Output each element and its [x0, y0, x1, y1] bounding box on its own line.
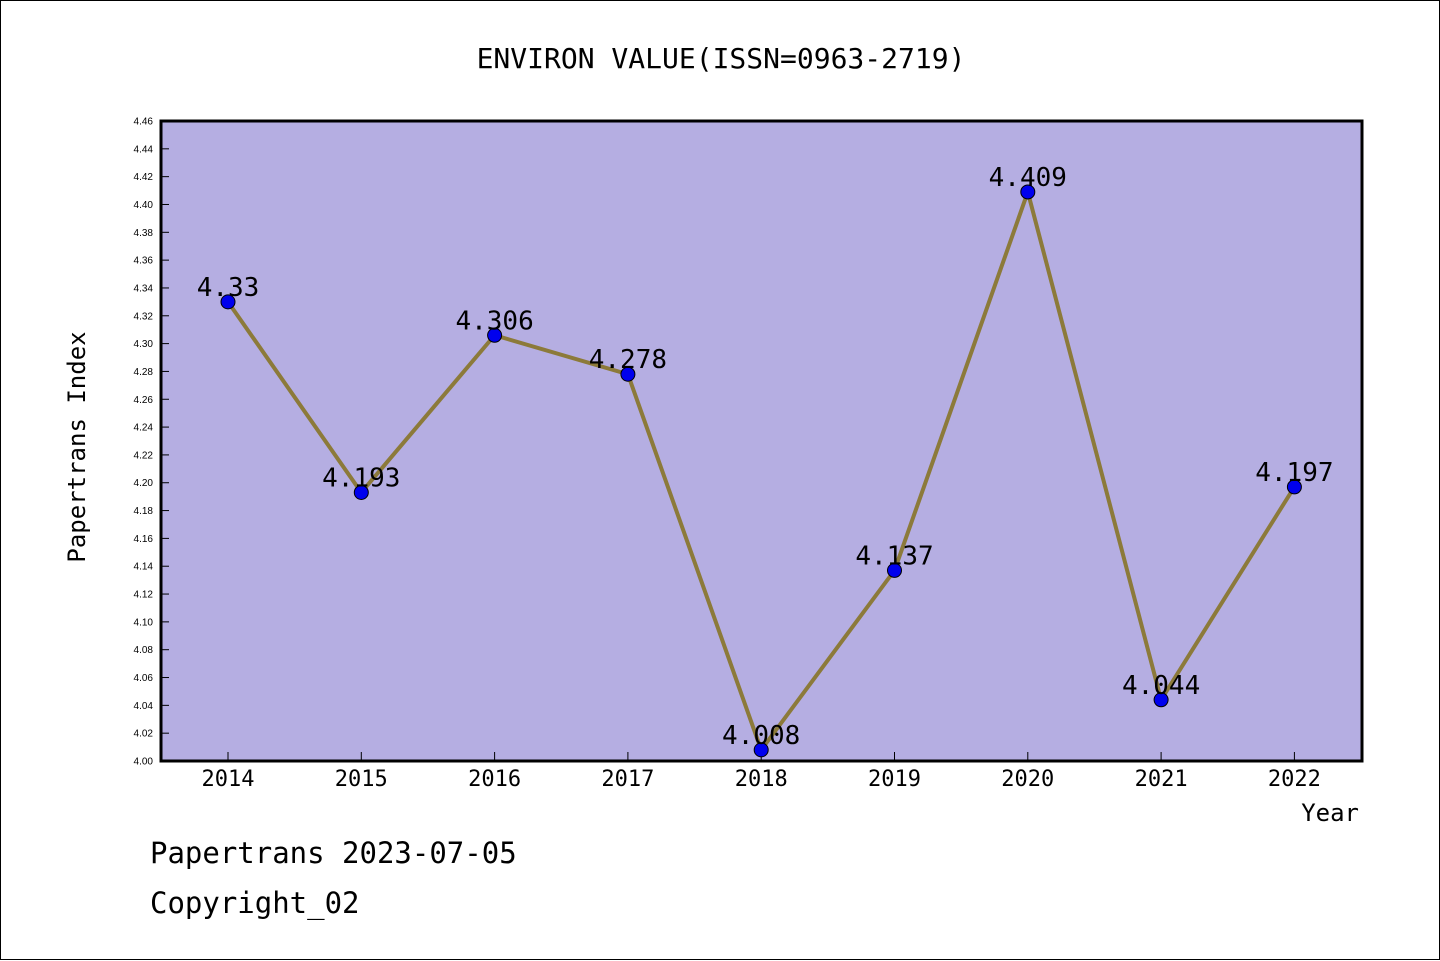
- plot-area: [159, 119, 1364, 763]
- y-tick-label: 4.32: [134, 311, 154, 322]
- y-tick-label: 4.20: [134, 478, 154, 489]
- x-tick-label: 2016: [468, 767, 521, 792]
- y-tick-label: 4.18: [134, 506, 154, 517]
- y-tick-label: 4.42: [134, 172, 154, 183]
- y-tick-label: 4.16: [134, 534, 154, 545]
- y-tick-label: 4.22: [134, 450, 154, 461]
- data-label: 4.278: [589, 345, 667, 375]
- data-label: 4.193: [322, 463, 400, 493]
- data-label: 4.409: [989, 163, 1067, 193]
- y-tick-label: 4.38: [134, 228, 154, 239]
- data-point: [1286, 479, 1302, 495]
- data-point: [487, 327, 503, 343]
- y-tick-label: 4.28: [134, 367, 154, 378]
- data-label: 4.008: [722, 721, 800, 751]
- y-tick-label: 4.26: [134, 395, 154, 406]
- data-point: [887, 562, 902, 578]
- x-axis: 2014 2015 2016 2017 2018 2019 2020 2021 2022: [202, 752, 1321, 792]
- y-tick-label: 4.00: [134, 757, 154, 768]
- series: 4.33 4.193 4.306 4.278 4.008 4.137 4.409 4.044 4…: [197, 163, 1334, 758]
- x-tick-label: 2022: [1268, 767, 1321, 792]
- x-tick-label: 2019: [868, 767, 921, 792]
- data-label: 4.33: [197, 273, 260, 303]
- y-tick-label: 4.12: [134, 590, 154, 601]
- data-point: [1153, 692, 1169, 708]
- y-tick-label: 4.36: [134, 256, 154, 267]
- x-tick-label: 2017: [601, 767, 654, 792]
- x-tick-label: 2014: [202, 767, 255, 792]
- footer-date: Papertrans 2023-07-05: [150, 836, 517, 870]
- data-point: [1020, 184, 1036, 200]
- data-point: [220, 294, 236, 310]
- y-tick-label: 4.34: [134, 283, 154, 294]
- y-tick-label: 4.24: [134, 423, 154, 434]
- y-tick-label: 4.10: [134, 617, 154, 628]
- y-axis-label: Papertrans Index: [63, 331, 91, 562]
- x-tick-label: 2015: [335, 767, 388, 792]
- x-tick-label: 2021: [1135, 767, 1188, 792]
- y-tick-label: 4.30: [134, 339, 154, 350]
- y-tick-label: 4.02: [134, 729, 154, 740]
- x-tick-label: 2020: [1001, 767, 1054, 792]
- data-point: [620, 366, 636, 382]
- data-label: 4.197: [1255, 458, 1333, 488]
- data-label: 4.044: [1122, 671, 1200, 701]
- y-tick-label: 4.06: [134, 673, 154, 684]
- y-tick-label: 4.08: [134, 645, 154, 656]
- y-tick-label: 4.46: [134, 117, 154, 128]
- data-label: 4.137: [855, 541, 933, 571]
- y-tick-label: 4.44: [134, 144, 154, 155]
- x-axis-label: Year: [1301, 799, 1359, 827]
- y-tick-label: 4.14: [134, 562, 154, 573]
- y-tick-label: 4.40: [134, 200, 154, 211]
- chart-title: ENVIRON VALUE(ISSN=0963-2719): [477, 42, 966, 75]
- footer-copyright: Copyright_02: [150, 886, 360, 920]
- x-tick-label: 2018: [735, 767, 788, 792]
- data-point: [753, 742, 769, 758]
- y-tick-label: 4.04: [134, 701, 154, 712]
- data-label: 4.306: [455, 306, 533, 336]
- data-point: [353, 484, 369, 500]
- y-axis: 4.00 4.02 4.04 4.06 4.08 4.10 4.12 4.14 4.16 4.18…: [134, 117, 169, 768]
